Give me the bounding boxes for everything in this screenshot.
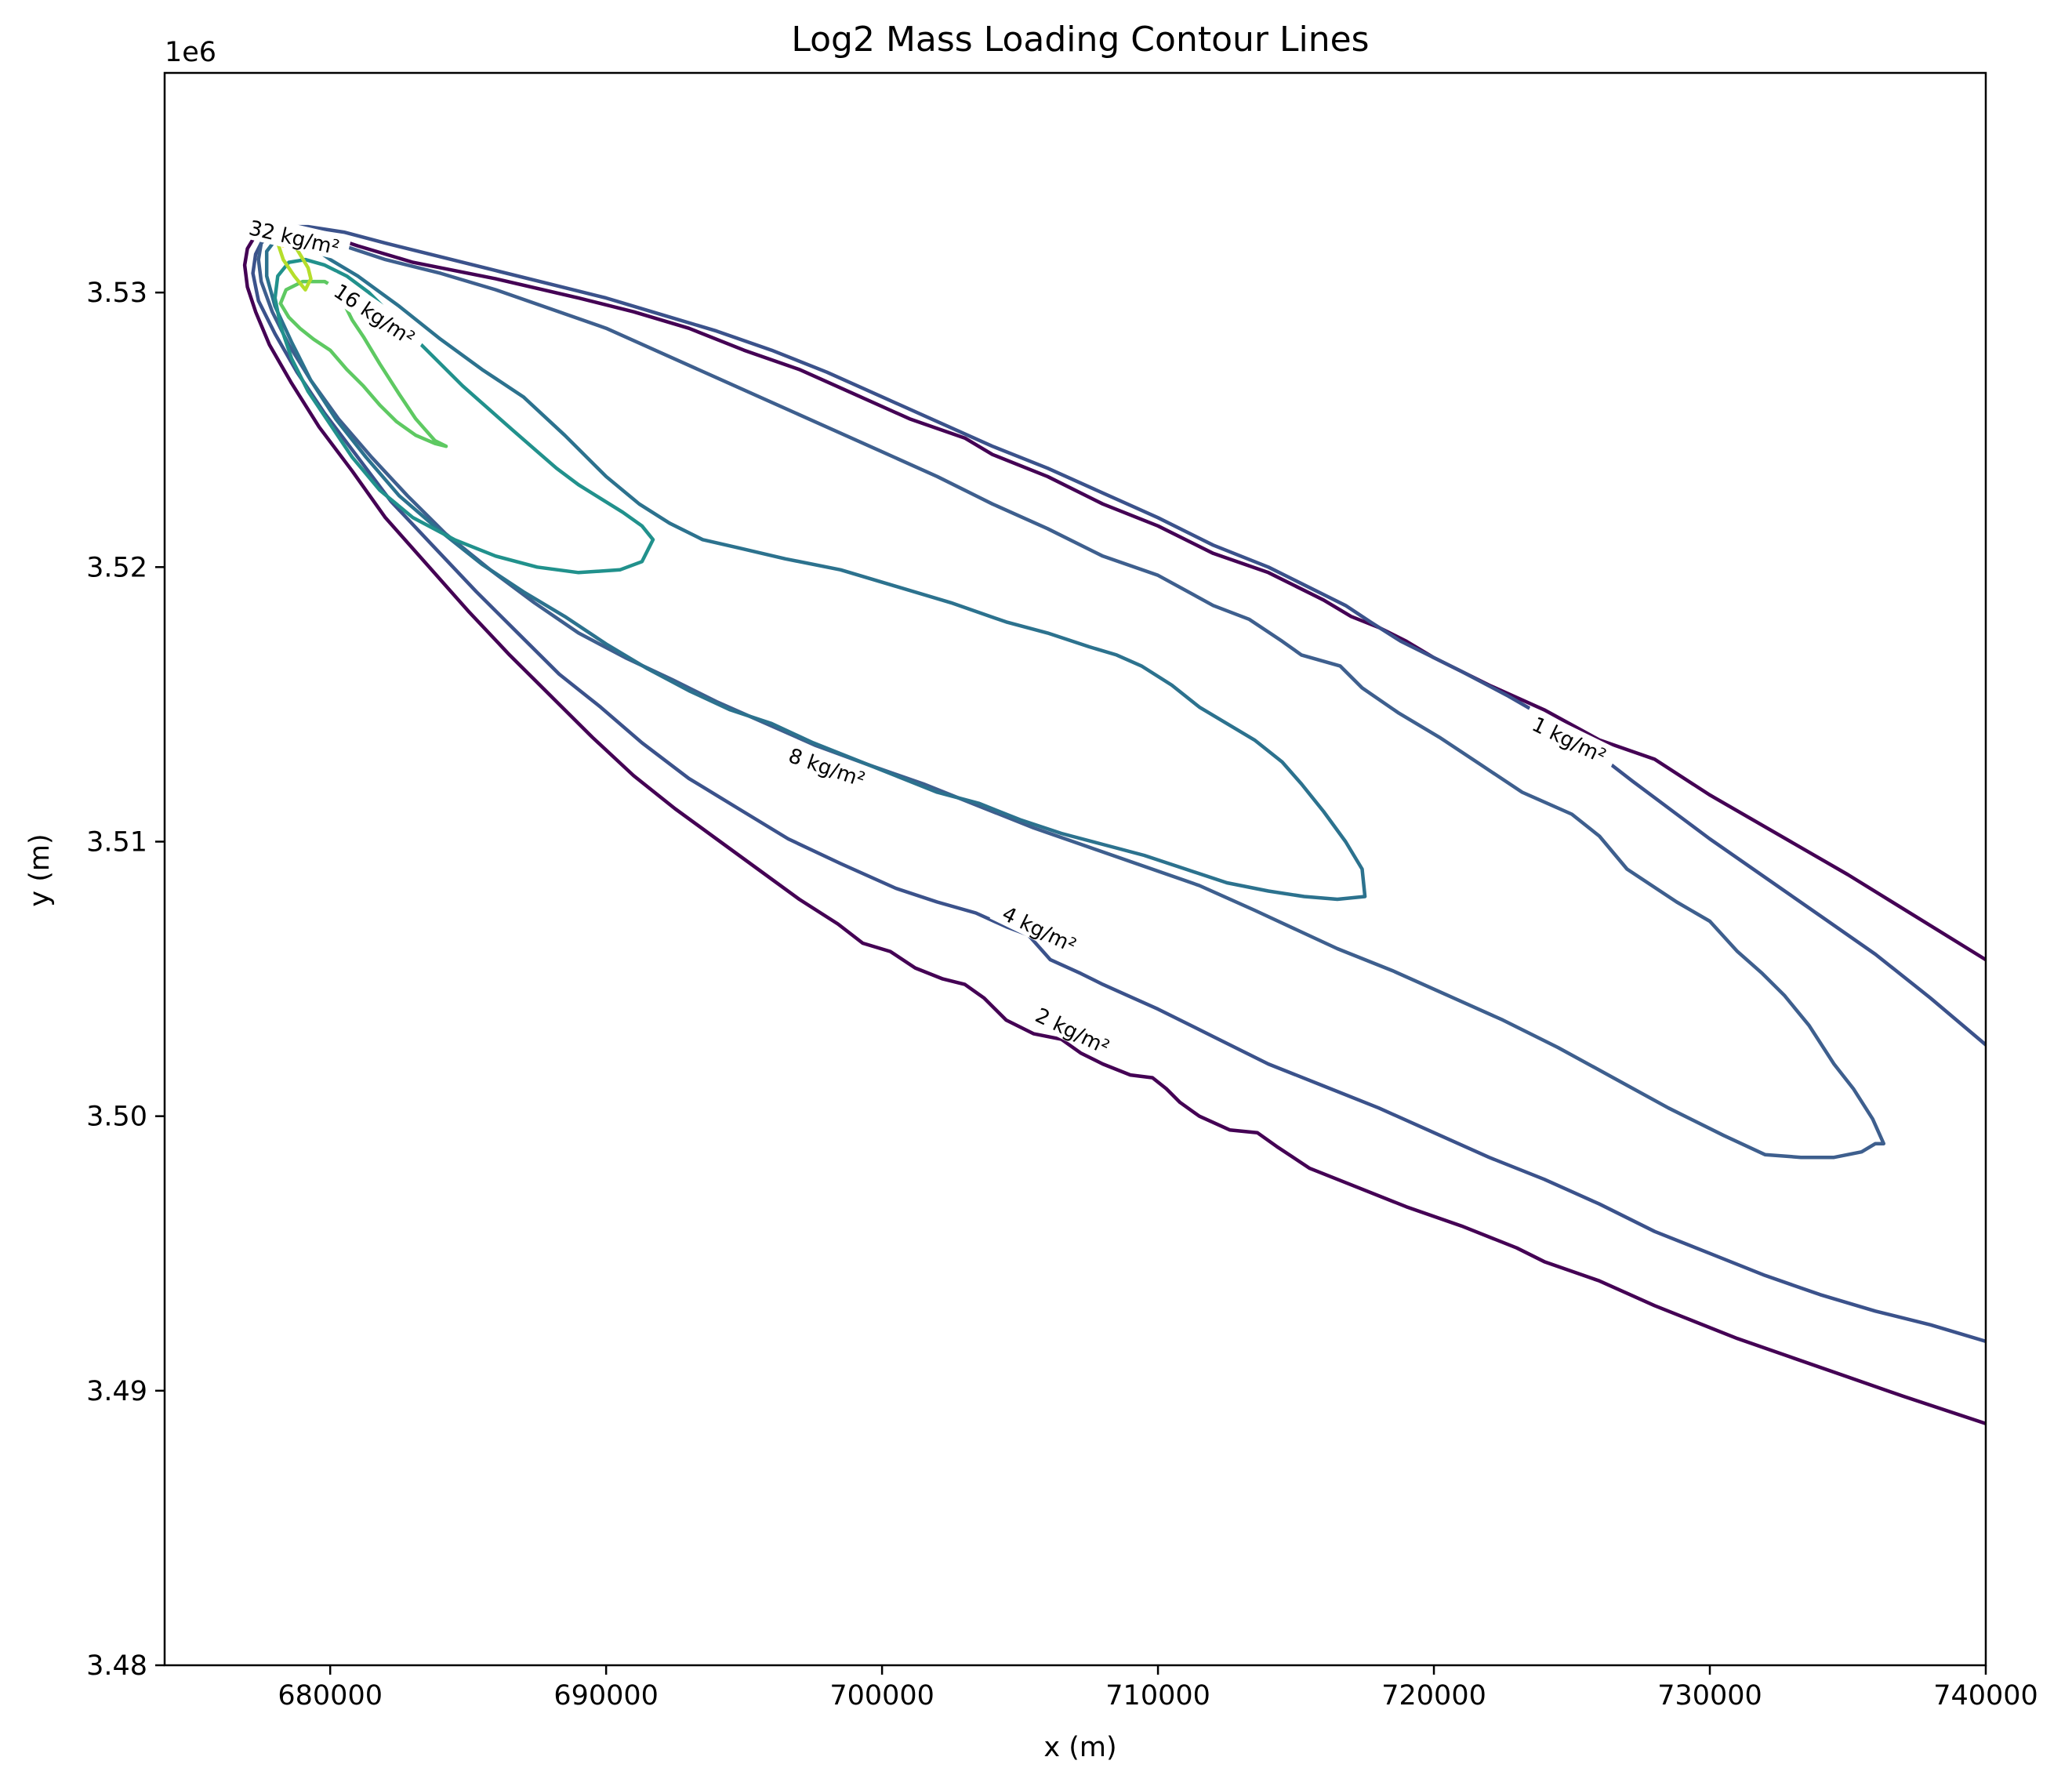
y-axis-offset-label: 1e6 [165, 37, 216, 68]
y-tick-label: 3.50 [86, 1102, 147, 1133]
x-axis-label: x (m) [1043, 1732, 1116, 1763]
contour-label-background [237, 212, 352, 262]
contour-label-background [1519, 706, 1620, 772]
contour-line-level-2 [251, 224, 1986, 1344]
contour-line-level-1 [242, 224, 1986, 1426]
y-tick-label: 3.52 [86, 552, 147, 583]
y-tick-label: 3.51 [86, 826, 147, 858]
contour-line-level-16 [273, 257, 655, 575]
contour-label-background [321, 272, 428, 356]
x-tick-label: 700000 [829, 1680, 934, 1712]
y-tick-label: 3.53 [86, 278, 147, 309]
x-tick-label: 720000 [1381, 1680, 1486, 1712]
x-tick-label: 710000 [1105, 1680, 1210, 1712]
y-tick-label: 3.48 [86, 1650, 147, 1682]
contour-label-background [776, 739, 878, 795]
x-tick-label: 690000 [553, 1680, 659, 1712]
y-tick-label: 3.49 [86, 1376, 147, 1407]
x-tick-label: 680000 [278, 1680, 383, 1712]
contour-label-background [1022, 997, 1123, 1064]
chart-title: Log2 Mass Loading Contour Lines [791, 20, 1369, 60]
x-tick-label: 740000 [1933, 1680, 2038, 1712]
y-axis-label: y (m) [24, 833, 56, 906]
contour-line-level-32 [278, 279, 448, 448]
contour-label-background [989, 895, 1090, 962]
x-tick-label: 730000 [1657, 1680, 1762, 1712]
axes-frame [163, 71, 1987, 1667]
